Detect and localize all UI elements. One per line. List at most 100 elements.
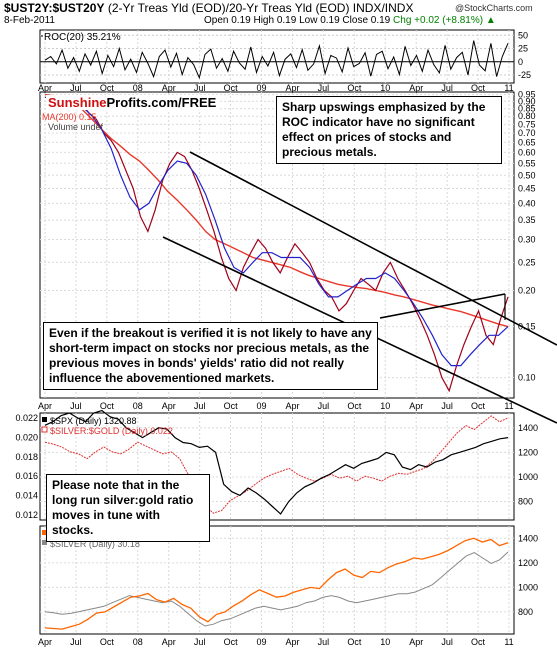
spx-ytick-right: 1200 [518,447,538,457]
main-xtick-label: Apr [409,401,423,411]
brand-black: Profits.com/FREE [106,95,217,110]
main-ytick-label: 0.60 [518,147,536,157]
main-ytick-label: 0.20 [518,285,536,295]
roc-xtick-label: Apr [285,83,299,93]
main-xtick-label: 08 [133,401,143,411]
silver-gold-ratio-line [44,415,509,514]
brand-red: Sunshine [48,95,107,110]
main-xtick-label: Oct [347,401,362,411]
main-xtick-label: Oct [224,401,239,411]
panel-frame-roc [39,29,515,84]
main-ytick-label: 0.55 [518,158,536,168]
price-line [44,96,509,393]
gold-ytick-label: 1000 [518,582,538,592]
roc-series-line [44,40,509,80]
main-ytick-label: 0.25 [518,257,536,267]
main-ytick-label: 0.75 [518,119,536,129]
trendline-upper [189,151,557,346]
spx-line [44,409,509,515]
silver-line [44,551,509,627]
roc-xtick-label: 09 [257,83,267,93]
main-xtick-label: Apr [38,401,52,411]
ma200-line [44,93,509,328]
roc-xtick-label: Apr [409,83,423,93]
main-xtick-label: Jul [194,401,206,411]
main-ytick-label: 0.80 [518,111,536,121]
gold-xtick-label: Oct [347,637,362,647]
chart-date: 8-Feb-2011 [4,15,55,26]
spx-ytick-left: 0.018 [15,452,38,462]
main-xtick-label: 10 [380,401,390,411]
main-xtick-label: Apr [285,401,299,411]
gold-xtick-label: Apr [162,637,176,647]
main-xtick-label: Jul [70,401,82,411]
panel-frame-gold [39,525,515,635]
main-ytick-label: 0.40 [518,198,536,208]
main-ytick-label: 0.10 [518,373,536,383]
roc-xtick-label: Jul [194,83,206,93]
roc-ytick-label: 0 [518,57,523,67]
annotation-silver-gold: Please note that in the long run silver:… [46,474,210,542]
brand-watermark: SunshineProfits.com/FREE [46,95,219,110]
roc-xtick-label: 10 [380,83,390,93]
main-ytick-label: 0.30 [518,234,536,244]
gold-xtick-label: 10 [380,637,390,647]
silver-legend-marker [42,540,47,545]
spx-ytick-right: 1400 [518,423,538,433]
roc-ytick-label: 25 [518,44,528,54]
main-ytick-label: 0.95 [518,90,536,100]
gold-legend-marker [42,530,47,535]
trendline-breakout [379,293,506,319]
roc-xtick-label: Oct [347,83,362,93]
main-ytick-label: 0.45 [518,184,536,194]
main-ytick-label: 0.90 [518,96,536,106]
main-xtick-label: 09 [257,401,267,411]
main-ytick-label: 0.50 [518,170,536,180]
spx-ytick-right: 1000 [518,472,538,482]
main-ytick-label: 0.70 [518,128,536,138]
main-ytick-label: 0.15 [518,322,536,332]
main-xtick-label: Oct [100,401,115,411]
ratio-legend: $SILVER:$GOLD (Daily) 0.022 [50,426,173,436]
symbol-description: (2-Yr Treas Yld (EOD)/20-Yr Treas Yld (E… [104,1,414,15]
spx-ytick-left: 0.014 [15,491,38,501]
silver-legend: $SILVER (Daily) 30.18 [50,539,140,549]
main-xtick-label: 11 [504,401,513,411]
main-xtick-label: Jul [441,401,453,411]
spx-ytick-left: 0.022 [15,413,38,423]
gold-xtick-label: Oct [471,637,486,647]
main-xtick-label: Jul [318,401,330,411]
chart-title: $UST2Y:$UST20Y (2-Yr Treas Yld (EOD)/20-… [4,1,413,15]
main-ytick-label: 0.35 [518,215,536,225]
roc-xtick-label: Oct [471,83,486,93]
spx-legend-marker [42,417,47,422]
roc-xtick-label: 08 [133,83,143,93]
roc-xtick-label: Jul [318,83,330,93]
ratio-legend-marker [41,426,48,433]
gold-xtick-label: 09 [257,637,267,647]
gold-xtick-label: Apr [409,637,423,647]
spx-ytick-left: 0.012 [15,510,38,520]
annotation-breakout: Even if the breakout is verified it is n… [43,322,378,390]
gold-xtick-label: Apr [38,637,52,647]
roc-xtick-label: Oct [100,83,115,93]
spx-ytick-right: 800 [518,497,533,507]
roc-xtick-label: 11 [504,83,513,93]
roc-xtick-label: Jul [70,83,82,93]
main-ytick-label: 0.85 [518,104,536,114]
ema-line [44,96,509,367]
gold-ytick-label: 1400 [518,533,538,543]
ma-legend: MA(200) 0.15 [42,112,97,122]
gold-xtick-label: 11 [504,637,513,647]
up-triangle-icon: ▲ [485,15,496,26]
ohlc-values: Open 0.19 High 0.19 Low 0.19 Close 0.19 [204,15,391,26]
gold-xtick-label: 08 [133,637,143,647]
gold-ytick-label: 800 [518,607,533,617]
roc-legend: ROC(20) 35.21% [44,32,121,43]
gold-line [44,537,509,630]
gold-ytick-label: 1200 [518,558,538,568]
gold-xtick-label: Jul [194,637,206,647]
main-xtick-label: Oct [471,401,486,411]
main-ytick-label: 0.65 [518,137,536,147]
gold-xtick-label: Oct [224,637,239,647]
